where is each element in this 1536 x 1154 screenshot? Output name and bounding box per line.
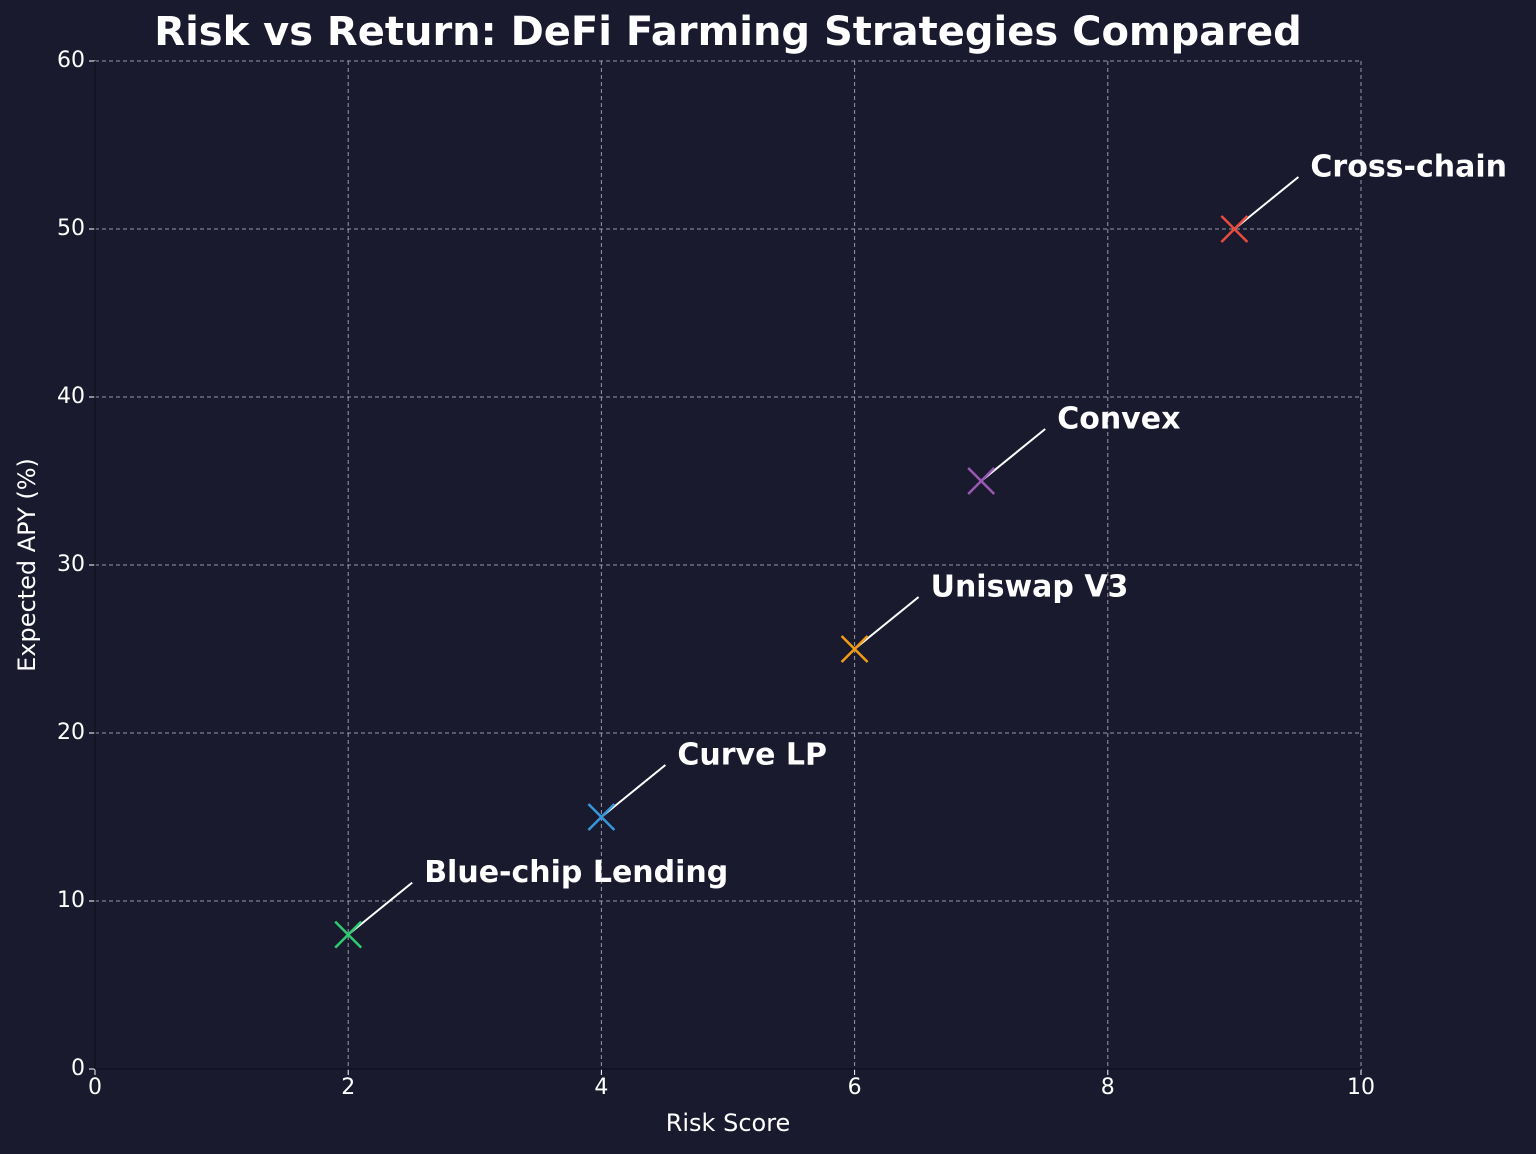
- point-marker: [587, 803, 616, 831]
- y-tick-label: 50: [57, 216, 85, 241]
- y-tick-label: 10: [57, 888, 85, 913]
- point-label: Blue-chip Lending: [424, 855, 728, 890]
- point-label: Convex: [1057, 402, 1180, 437]
- annotation-line: [600, 764, 667, 818]
- point-marker: [967, 467, 996, 495]
- x-tick-label: 2: [341, 1075, 355, 1100]
- y-tick-label: 30: [57, 552, 85, 577]
- x-tick-label: 8: [1101, 1075, 1115, 1100]
- point-label: Curve LP: [677, 738, 827, 773]
- y-tick-label: 60: [57, 48, 85, 73]
- x-tick-label: 10: [1347, 1075, 1375, 1100]
- x-axis-label: Risk Score: [666, 1109, 791, 1137]
- x-tick-label: 0: [88, 1075, 102, 1100]
- annotation-line: [980, 428, 1046, 482]
- annotation-line: [1233, 176, 1300, 230]
- annotation-line: [853, 596, 920, 650]
- x-tick-label: 6: [848, 1075, 862, 1100]
- y-axis-label: Expected APY (%): [13, 458, 41, 672]
- point-label: Uniswap V3: [931, 570, 1129, 605]
- y-tick-label: 40: [57, 384, 85, 409]
- x-tick-label: 4: [594, 1075, 608, 1100]
- y-tick-label: 0: [71, 1056, 85, 1081]
- annotation-line: [347, 881, 413, 936]
- y-tick-label: 20: [57, 720, 85, 745]
- point-label: Cross-chain: [1310, 150, 1507, 185]
- point-marker: [840, 635, 869, 663]
- point-marker: [1220, 215, 1249, 243]
- chart-title: Risk vs Return: DeFi Farming Strategies …: [154, 9, 1301, 55]
- point-marker: [334, 920, 363, 949]
